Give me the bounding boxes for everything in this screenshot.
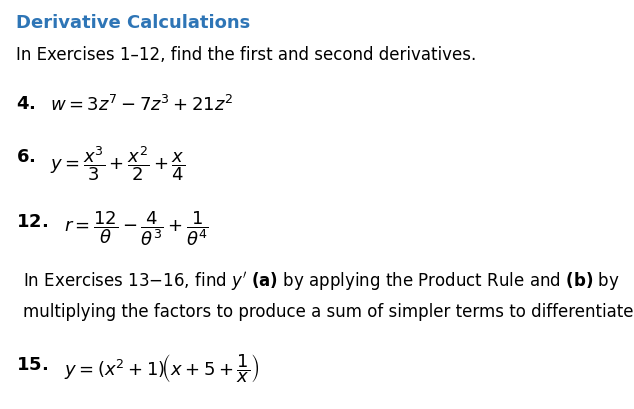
Text: $\mathbf{12.}$: $\mathbf{12.}$: [16, 213, 48, 231]
Text: In Exercises 13$-$16, find $y'$ $\mathbf{(a)}$ by applying the Product Rule and : In Exercises 13$-$16, find $y'$ $\mathbf…: [23, 270, 620, 292]
Text: multiplying the factors to produce a sum of simpler terms to differentiate.: multiplying the factors to produce a sum…: [23, 302, 634, 320]
Text: $w = 3z^7 - 7z^3 + 21z^2$: $w = 3z^7 - 7z^3 + 21z^2$: [50, 95, 233, 115]
Text: $\mathbf{15.}$: $\mathbf{15.}$: [16, 355, 48, 373]
Text: $y = (x^2 + 1)\!\left(x + 5 + \dfrac{1}{x}\right)$: $y = (x^2 + 1)\!\left(x + 5 + \dfrac{1}{…: [65, 351, 260, 384]
Text: $y = \dfrac{x^3}{3} + \dfrac{x^2}{2} + \dfrac{x}{4}$: $y = \dfrac{x^3}{3} + \dfrac{x^2}{2} + \…: [50, 144, 185, 182]
Text: $r = \dfrac{12}{\theta} - \dfrac{4}{\theta^3} + \dfrac{1}{\theta^4}$: $r = \dfrac{12}{\theta} - \dfrac{4}{\the…: [65, 209, 209, 247]
Text: Derivative Calculations: Derivative Calculations: [16, 13, 250, 31]
Text: $\mathbf{6.}$: $\mathbf{6.}$: [16, 148, 36, 166]
Text: In Exercises 1–12, find the first and second derivatives.: In Exercises 1–12, find the first and se…: [16, 46, 476, 64]
Text: $\mathbf{4.}$: $\mathbf{4.}$: [16, 95, 36, 113]
